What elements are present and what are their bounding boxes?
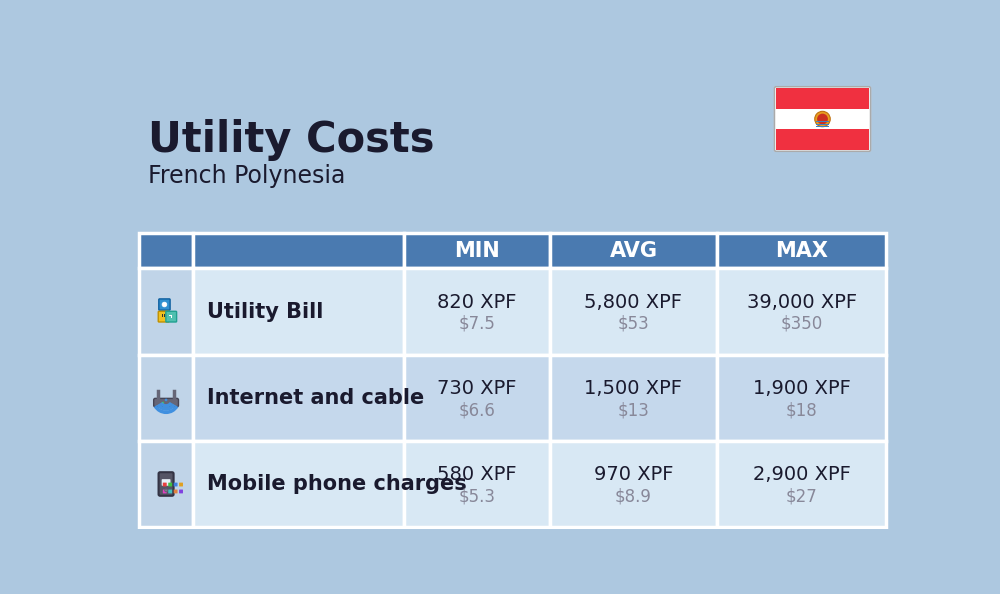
FancyBboxPatch shape [774,87,871,151]
FancyBboxPatch shape [159,299,170,310]
Circle shape [817,113,828,124]
Text: $7.5: $7.5 [458,315,495,333]
Text: Internet and cable: Internet and cable [207,388,424,407]
Bar [776,89,869,109]
FancyBboxPatch shape [174,482,178,486]
Text: Utility Costs: Utility Costs [148,119,435,161]
Bar [717,233,886,268]
Text: French Polynesia: French Polynesia [148,164,346,188]
Text: 39,000 XPF: 39,000 XPF [747,293,857,312]
Bar [550,233,717,268]
Bar [816,121,829,122]
Bar [404,233,550,268]
Circle shape [815,111,830,127]
Text: $53: $53 [618,315,649,333]
FancyBboxPatch shape [168,482,172,486]
Bar [193,268,404,355]
Bar [717,355,886,441]
Circle shape [165,489,167,492]
Text: MAX: MAX [775,241,828,261]
Text: $13: $13 [617,401,649,419]
Bar [550,268,717,355]
FancyBboxPatch shape [159,472,174,496]
Text: 970 XPF: 970 XPF [594,465,673,484]
FancyBboxPatch shape [179,489,183,494]
Circle shape [165,399,167,401]
Bar [550,355,717,441]
Text: $18: $18 [786,401,817,419]
Bar [816,126,829,127]
Text: 1,900 XPF: 1,900 XPF [753,379,851,398]
Text: AVG: AVG [609,241,657,261]
Bar [193,441,404,527]
Bar [193,233,404,268]
FancyBboxPatch shape [163,482,167,486]
Text: 820 XPF: 820 XPF [437,293,517,312]
Text: $5.3: $5.3 [458,487,495,505]
FancyBboxPatch shape [174,489,178,494]
FancyBboxPatch shape [162,479,170,486]
Bar [139,233,193,268]
Text: Utility Bill: Utility Bill [207,302,324,321]
Bar [193,355,404,441]
Bar [717,441,886,527]
Bar [550,441,717,527]
Text: 5,800 XPF: 5,800 XPF [584,293,682,312]
FancyBboxPatch shape [168,489,172,494]
Bar [404,355,550,441]
Text: $27: $27 [786,487,817,505]
FancyBboxPatch shape [179,482,183,486]
Text: $350: $350 [780,315,823,333]
Text: 1,500 XPF: 1,500 XPF [584,379,682,398]
Bar [404,268,550,355]
FancyBboxPatch shape [166,311,177,322]
Bar [139,355,193,441]
Text: 2,900 XPF: 2,900 XPF [753,465,851,484]
Text: $6.6: $6.6 [458,401,495,419]
Text: 580 XPF: 580 XPF [437,465,517,484]
Bar [139,268,193,355]
Bar [776,129,869,150]
FancyBboxPatch shape [163,489,167,494]
Bar [139,441,193,527]
Text: $8.9: $8.9 [615,487,652,505]
Circle shape [162,402,164,404]
Text: Mobile phone charges: Mobile phone charges [207,474,467,494]
Bar [776,109,869,129]
Text: MIN: MIN [454,241,500,261]
Bar [717,268,886,355]
FancyBboxPatch shape [154,399,178,407]
Text: 730 XPF: 730 XPF [437,379,517,398]
Bar [816,124,829,125]
Bar [404,441,550,527]
FancyBboxPatch shape [158,311,169,322]
Circle shape [162,302,167,307]
